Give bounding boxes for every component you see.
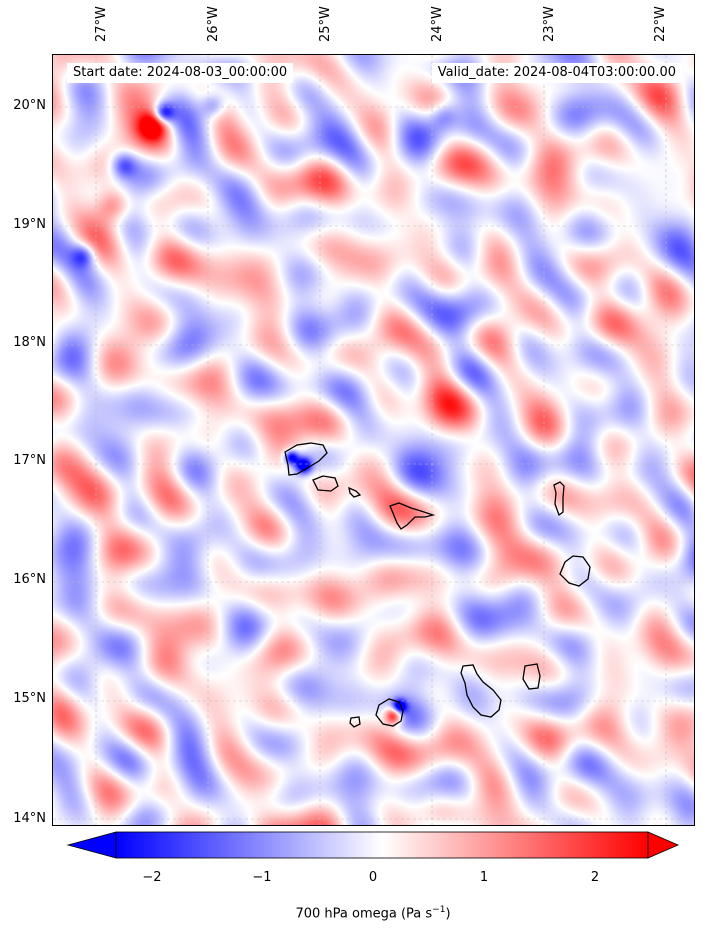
omega-field-heatmap [53,55,694,825]
lon-label-22w: 22°W [653,6,668,42]
colorbar-extend-low [66,831,117,859]
lat-label-18n: 18°N [13,335,46,350]
lon-label-24w: 24°W [430,6,445,42]
island-boa-vista [559,555,591,587]
island-santiago [460,664,502,718]
island-sao-vicente [312,475,339,492]
colorbar-label: 700 hPa omega (Pa s−1) [295,905,451,922]
lat-label-14n: 14°N [13,811,46,826]
coastlines [284,442,591,728]
island-sao-nicolau [389,502,436,530]
gridlines [53,55,694,825]
map-panel[interactable]: Start date: 2024-08-03_00:00:00 Valid_da… [52,54,695,826]
island-maio [522,663,541,690]
colorbar-tick-neg2: −2 [142,870,162,885]
lat-label-19n: 19°N [13,217,46,232]
lat-label-15n: 15°N [13,691,46,706]
colorbar-tick-2: 2 [590,870,600,885]
island-sal [553,481,565,517]
lat-label-20n: 20°N [13,98,46,113]
island-fogo [375,698,404,727]
colorbar-tick-1: 1 [479,870,489,885]
island-brava [349,716,361,728]
colorbar-tick-0: 0 [368,870,378,885]
lon-label-27w: 27°W [94,6,109,42]
lon-label-23w: 23°W [542,6,557,42]
colorbar [66,831,680,859]
lat-label-17n: 17°N [13,453,46,468]
map-overlay [53,55,694,825]
valid-date-caption: Valid_date: 2024-08-04T03:00:00.00 [431,63,682,83]
lon-label-26w: 26°W [206,6,221,42]
colorbar-tick-neg1: −1 [252,870,272,885]
colorbar-body [115,831,649,859]
lat-label-16n: 16°N [13,572,46,587]
lon-label-25w: 25°W [318,6,333,42]
island-santa-luzia [348,486,362,498]
island-santo-antao [284,442,328,476]
start-date-caption: Start date: 2024-08-03_00:00:00 [67,63,294,83]
colorbar-extend-high [647,831,680,859]
